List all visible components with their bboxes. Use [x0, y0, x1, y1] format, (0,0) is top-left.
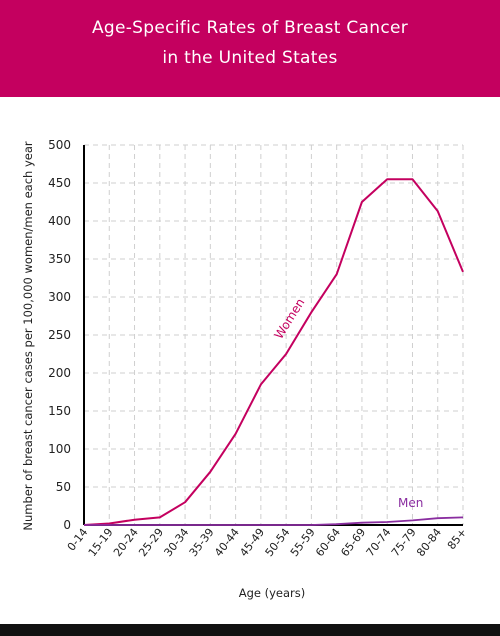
gridlines	[84, 144, 464, 525]
y-tick-label: 400	[48, 214, 71, 228]
series-line-women	[83, 178, 464, 526]
x-tick-label: 35-39	[187, 526, 217, 559]
x-tick-label: 30-34	[162, 526, 192, 559]
x-tick-label: 15-19	[86, 526, 116, 559]
x-tick-label: 70-74	[364, 526, 394, 559]
y-tick-label: 300	[48, 290, 71, 304]
chart-title-line-2: in the United States	[162, 48, 338, 68]
y-tick-label: 350	[48, 252, 71, 266]
y-axis-ticks: 0 50 100 150 200 250 300 350 400 450 500	[48, 138, 71, 532]
series-label-men: Men	[398, 496, 423, 510]
x-tick-label: 45-49	[237, 526, 267, 559]
y-tick-label: 0	[63, 518, 71, 532]
y-tick-label: 50	[56, 480, 71, 494]
x-tick-label: 80-84	[414, 526, 444, 559]
x-tick-label: 65-69	[338, 526, 368, 559]
y-tick-label: 150	[48, 404, 71, 418]
y-tick-label: 100	[48, 442, 71, 456]
y-tick-label: 250	[48, 328, 71, 342]
x-tick-label: 60-64	[313, 526, 343, 559]
x-tick-label: 50-54	[263, 526, 293, 559]
x-tick-label: 40-44	[212, 526, 242, 559]
x-tick-label: 75-79	[389, 526, 419, 559]
y-axis-label: Number of breast cancer cases per 100,00…	[21, 141, 35, 531]
chart-title-line-1: Age-Specific Rates of Breast Cancer	[91, 18, 409, 38]
y-tick-label: 450	[48, 176, 71, 190]
x-tick-label: 85+	[445, 526, 470, 552]
x-axis-label: Age (years)	[239, 586, 306, 600]
chart-header: Age-Specific Rates of Breast Cancer in t…	[0, 0, 500, 97]
x-tick-label: 55-59	[288, 526, 318, 559]
x-axis-ticks: 0-1415-1920-2425-2930-3435-3940-4445-495…	[65, 526, 470, 559]
series-lines	[83, 178, 464, 526]
x-tick-label: 20-24	[111, 526, 141, 559]
series-line-men	[84, 516, 464, 526]
x-tick-label: 25-29	[136, 526, 166, 559]
footer-bar	[0, 624, 500, 636]
y-tick-label: 200	[48, 366, 71, 380]
y-tick-label: 500	[48, 138, 71, 152]
